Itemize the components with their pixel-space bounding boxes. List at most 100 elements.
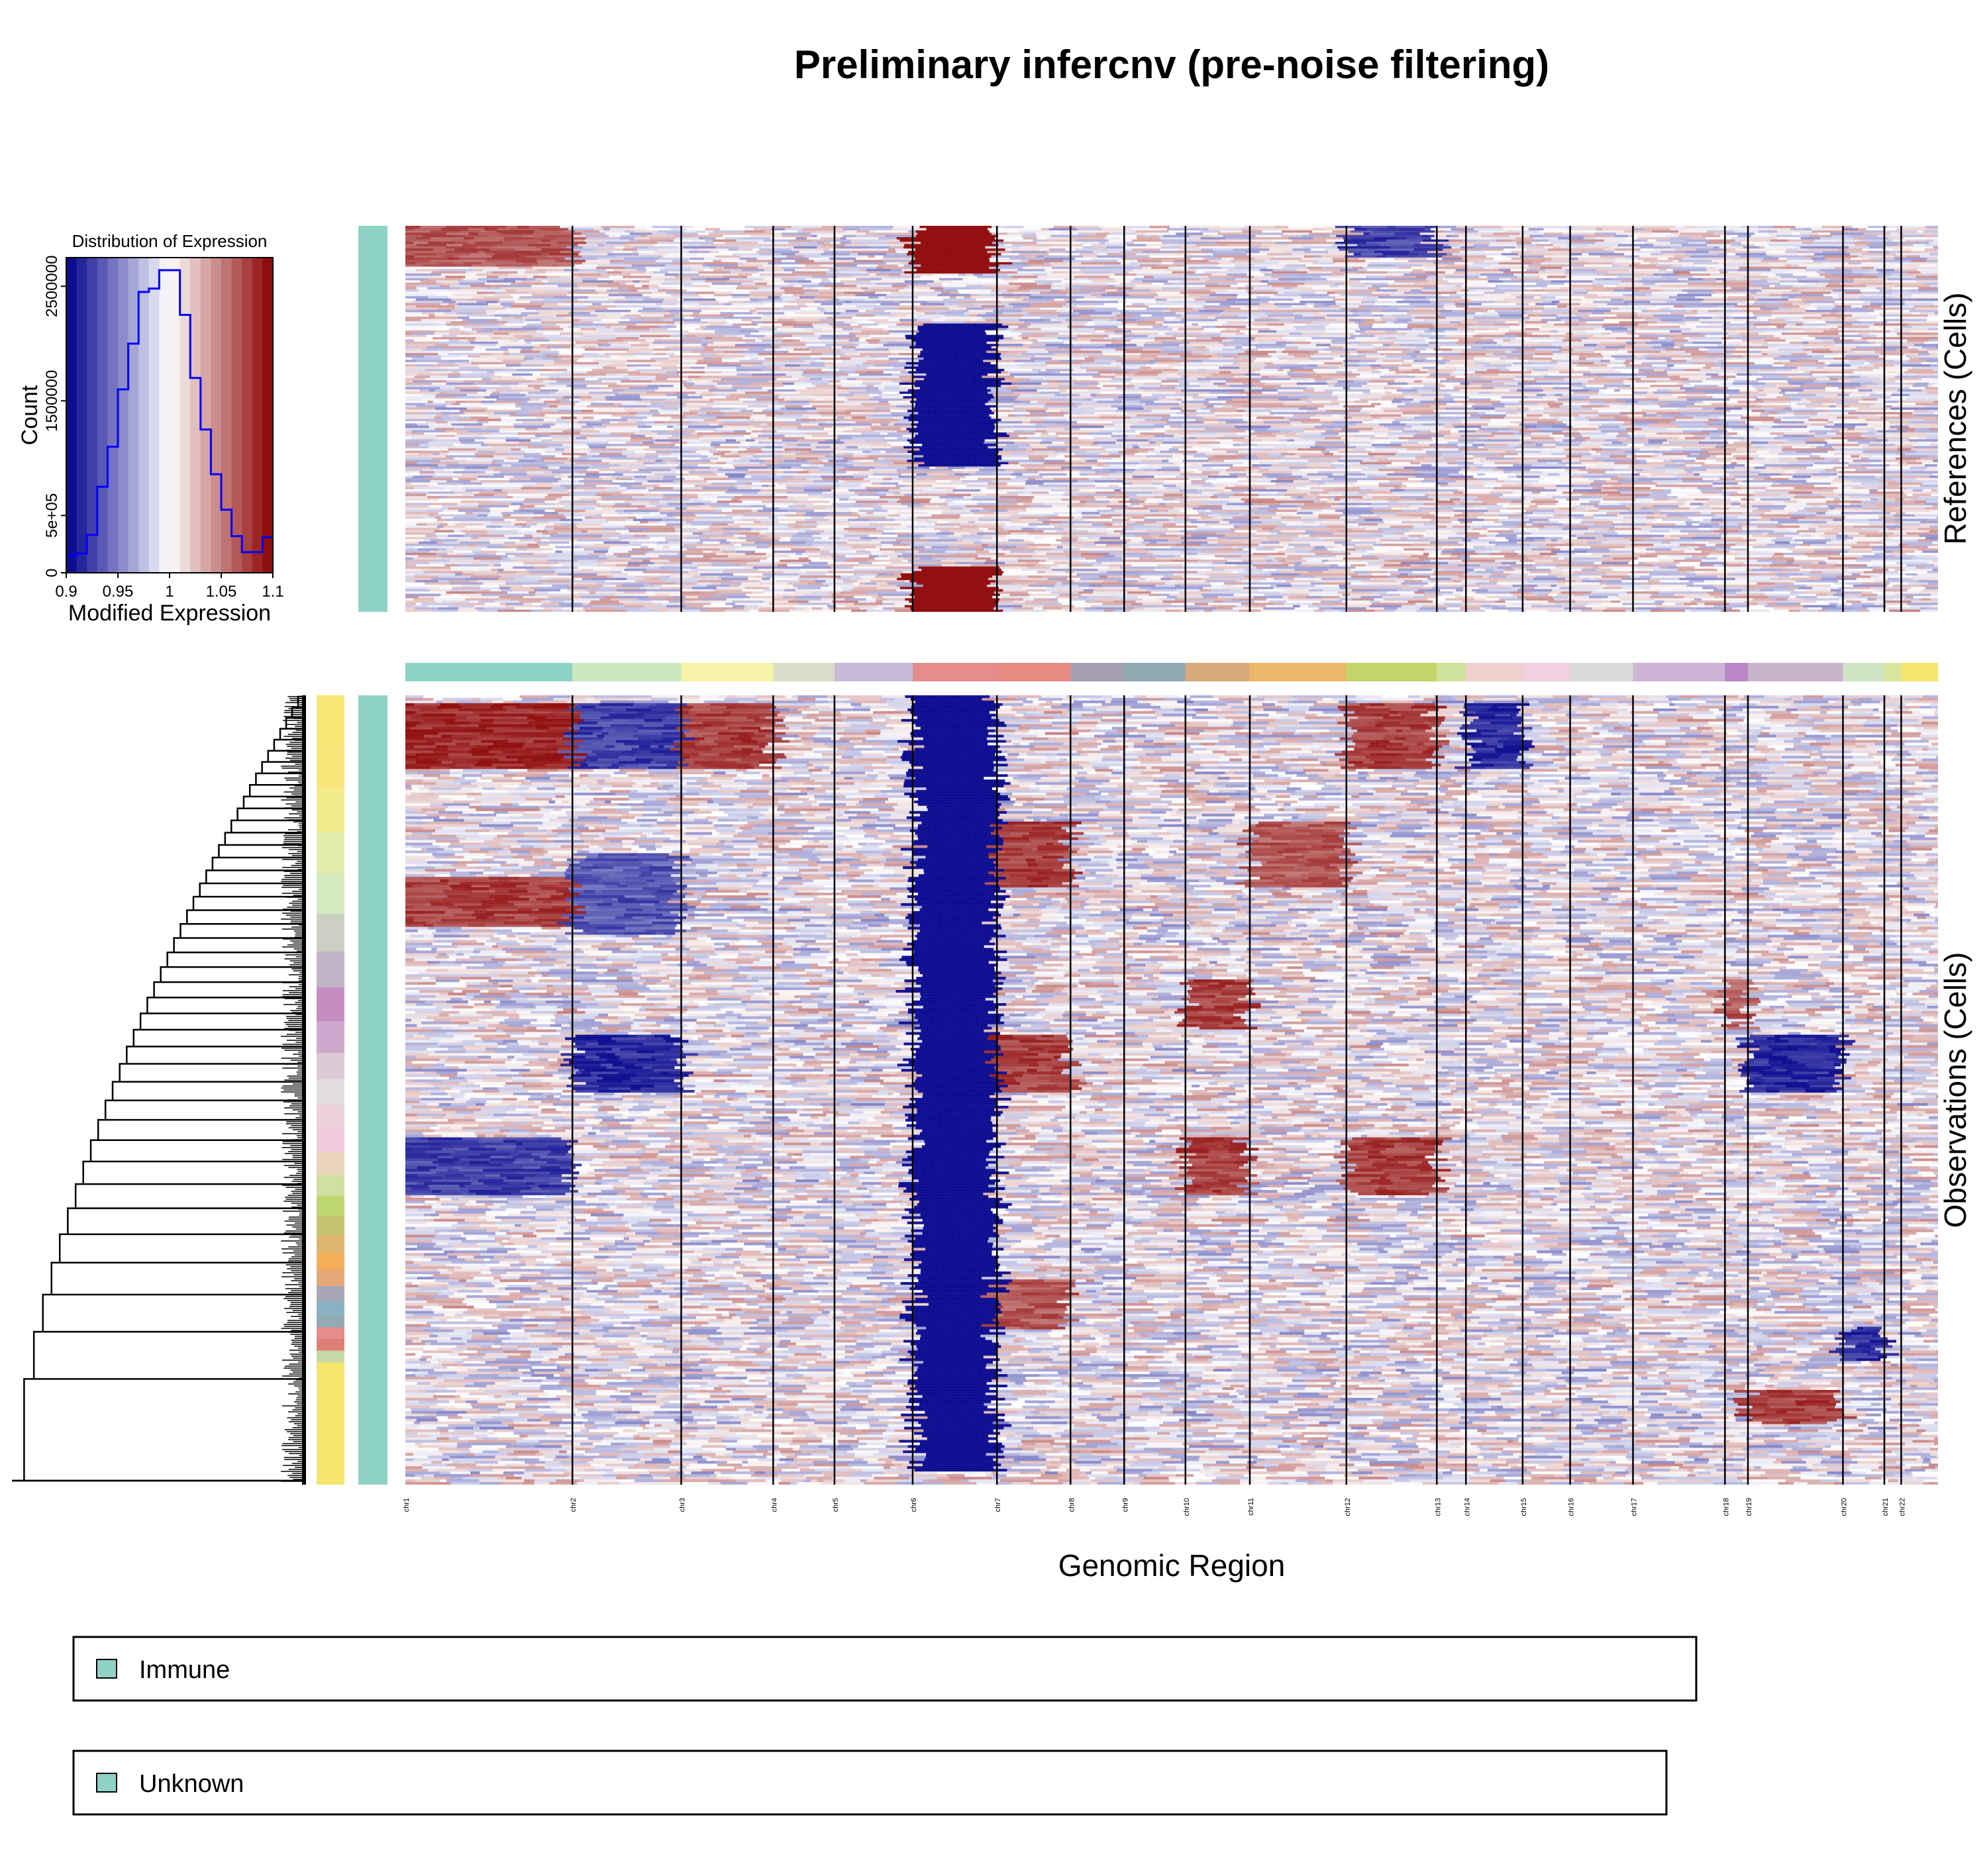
dendrogram-branch bbox=[67, 1207, 306, 1234]
color-key-band bbox=[242, 258, 253, 573]
dendrogram-branch bbox=[89, 1139, 306, 1162]
color-key-band bbox=[190, 258, 201, 573]
dendrogram-branch bbox=[153, 981, 306, 998]
histogram-x-tick-label: 1 bbox=[165, 583, 174, 601]
dendrogram-branch bbox=[119, 1063, 306, 1082]
dendrogram-branch bbox=[236, 807, 306, 820]
histogram-color-key bbox=[66, 258, 274, 573]
histogram-x-tick-label: 1.05 bbox=[206, 583, 237, 601]
histogram-x-tick-label: 0.95 bbox=[103, 583, 134, 601]
color-key-band bbox=[97, 258, 108, 573]
cluster-segment bbox=[317, 1314, 344, 1328]
legend-label-immune: Immune bbox=[139, 1656, 230, 1684]
reference-heatmap bbox=[405, 226, 1938, 612]
chromosome-label-chr14: chr14 bbox=[1463, 1498, 1471, 1516]
cluster-segment bbox=[317, 1350, 344, 1363]
references-label: References (Cells) bbox=[1938, 293, 1972, 545]
color-key-band bbox=[159, 258, 170, 573]
color-key-band bbox=[66, 258, 77, 573]
chromosome-color-chr18 bbox=[1725, 663, 1749, 681]
chromosome-color-chr16 bbox=[1570, 663, 1634, 681]
cluster-segment bbox=[317, 1053, 344, 1080]
dendrogram-branch bbox=[173, 937, 306, 953]
chromosome-color-chr5 bbox=[834, 663, 913, 681]
dendrogram-branch bbox=[224, 832, 306, 846]
chromosome-color-chr11 bbox=[1250, 663, 1347, 681]
legend-swatch-immune bbox=[96, 1659, 117, 1679]
dendrogram-branch bbox=[285, 716, 306, 729]
chromosome-color-chr3 bbox=[681, 663, 774, 681]
dendrogram-branch bbox=[139, 1012, 306, 1030]
chromosome-color-chr20 bbox=[1843, 663, 1885, 681]
histogram-title: Distribution of Expression bbox=[72, 231, 268, 251]
dendrogram-branch bbox=[211, 856, 306, 871]
chromosome-label-chr18: chr18 bbox=[1722, 1498, 1730, 1516]
chromosome-label-chr22: chr22 bbox=[1898, 1498, 1906, 1516]
chromosome-color-chr9 bbox=[1124, 663, 1186, 681]
histogram-xlabel: Modified Expression bbox=[68, 601, 271, 626]
cluster-segment bbox=[317, 1301, 344, 1315]
chromosome-color-bar bbox=[405, 663, 1939, 681]
chromosome-label-chr11: chr11 bbox=[1247, 1498, 1255, 1516]
dendrogram-branch bbox=[230, 819, 306, 833]
chromosome-color-chr22 bbox=[1901, 663, 1939, 681]
legend-box-immune bbox=[72, 1636, 1698, 1702]
chromosome-label-chr9: chr9 bbox=[1121, 1498, 1129, 1512]
dendrogram-branch bbox=[179, 923, 306, 938]
chromosome-label-chr2: chr2 bbox=[570, 1498, 578, 1512]
chromosome-color-chr15 bbox=[1522, 663, 1571, 681]
dendrogram-branch bbox=[218, 844, 306, 858]
dendrogram-branch bbox=[32, 1330, 306, 1379]
color-key-band bbox=[107, 258, 119, 573]
chromosome-color-chr14 bbox=[1466, 663, 1523, 681]
cluster-segment bbox=[317, 1129, 344, 1153]
cluster-segment bbox=[317, 1079, 344, 1105]
dendrogram-branch bbox=[261, 761, 306, 773]
chromosome-label-chr1: chr1 bbox=[403, 1498, 411, 1512]
color-key-band bbox=[231, 258, 242, 573]
dendrogram-branch bbox=[166, 951, 306, 967]
chromosome-label-chr15: chr15 bbox=[1520, 1498, 1528, 1516]
x-axis-label: Genomic Region bbox=[1058, 1548, 1286, 1583]
chromosome-label-chr16: chr16 bbox=[1568, 1498, 1576, 1516]
cluster-segment bbox=[317, 1175, 344, 1197]
cluster-segment bbox=[317, 743, 344, 789]
histogram-ylabel: Count bbox=[17, 385, 42, 445]
color-key-band bbox=[221, 258, 232, 573]
color-key-band bbox=[138, 258, 150, 573]
legend-swatch-unknown bbox=[96, 1773, 117, 1793]
observation-cluster-bar bbox=[317, 695, 344, 1485]
observations-label: Observations (Cells) bbox=[1938, 952, 1972, 1228]
histogram-y-tick-label: 2500000 bbox=[43, 256, 61, 317]
dendrogram-branch bbox=[205, 869, 306, 884]
chromosome-label-chr13: chr13 bbox=[1434, 1498, 1442, 1516]
dendrogram-branch bbox=[186, 909, 306, 924]
chromosome-label-chr3: chr3 bbox=[679, 1498, 687, 1512]
chromosome-label-chr21: chr21 bbox=[1882, 1498, 1890, 1516]
color-key-band bbox=[179, 258, 191, 573]
cluster-segment bbox=[317, 914, 344, 952]
color-key-band bbox=[128, 258, 139, 573]
cluster-segment bbox=[317, 695, 344, 744]
cluster-segment bbox=[317, 874, 344, 914]
cluster-segment bbox=[317, 1021, 344, 1054]
chromosome-label-chr6: chr6 bbox=[910, 1498, 918, 1512]
chromosome-label-chr20: chr20 bbox=[1841, 1498, 1849, 1516]
chromosome-color-chr17 bbox=[1633, 663, 1725, 681]
observation-group-bar bbox=[358, 695, 387, 1485]
dendrogram-branch bbox=[104, 1099, 306, 1120]
chromosome-label-chr7: chr7 bbox=[994, 1498, 1002, 1512]
dendrogram-branch bbox=[160, 966, 306, 983]
chromosome-label-chr17: chr17 bbox=[1631, 1498, 1639, 1516]
dendrogram-branch bbox=[267, 750, 306, 762]
legend-unknown: Unknown bbox=[72, 1750, 1668, 1816]
chromosome-color-chr19 bbox=[1748, 663, 1844, 681]
cluster-segment bbox=[317, 789, 344, 833]
chromosome-label-chr10: chr10 bbox=[1183, 1498, 1191, 1516]
histogram-y-tick-label: 1500000 bbox=[43, 370, 61, 432]
chromosome-color-chr8 bbox=[1070, 663, 1125, 681]
chromosome-label-chr8: chr8 bbox=[1068, 1498, 1076, 1512]
dendrogram-branch bbox=[42, 1293, 306, 1332]
color-key-band bbox=[200, 258, 211, 573]
